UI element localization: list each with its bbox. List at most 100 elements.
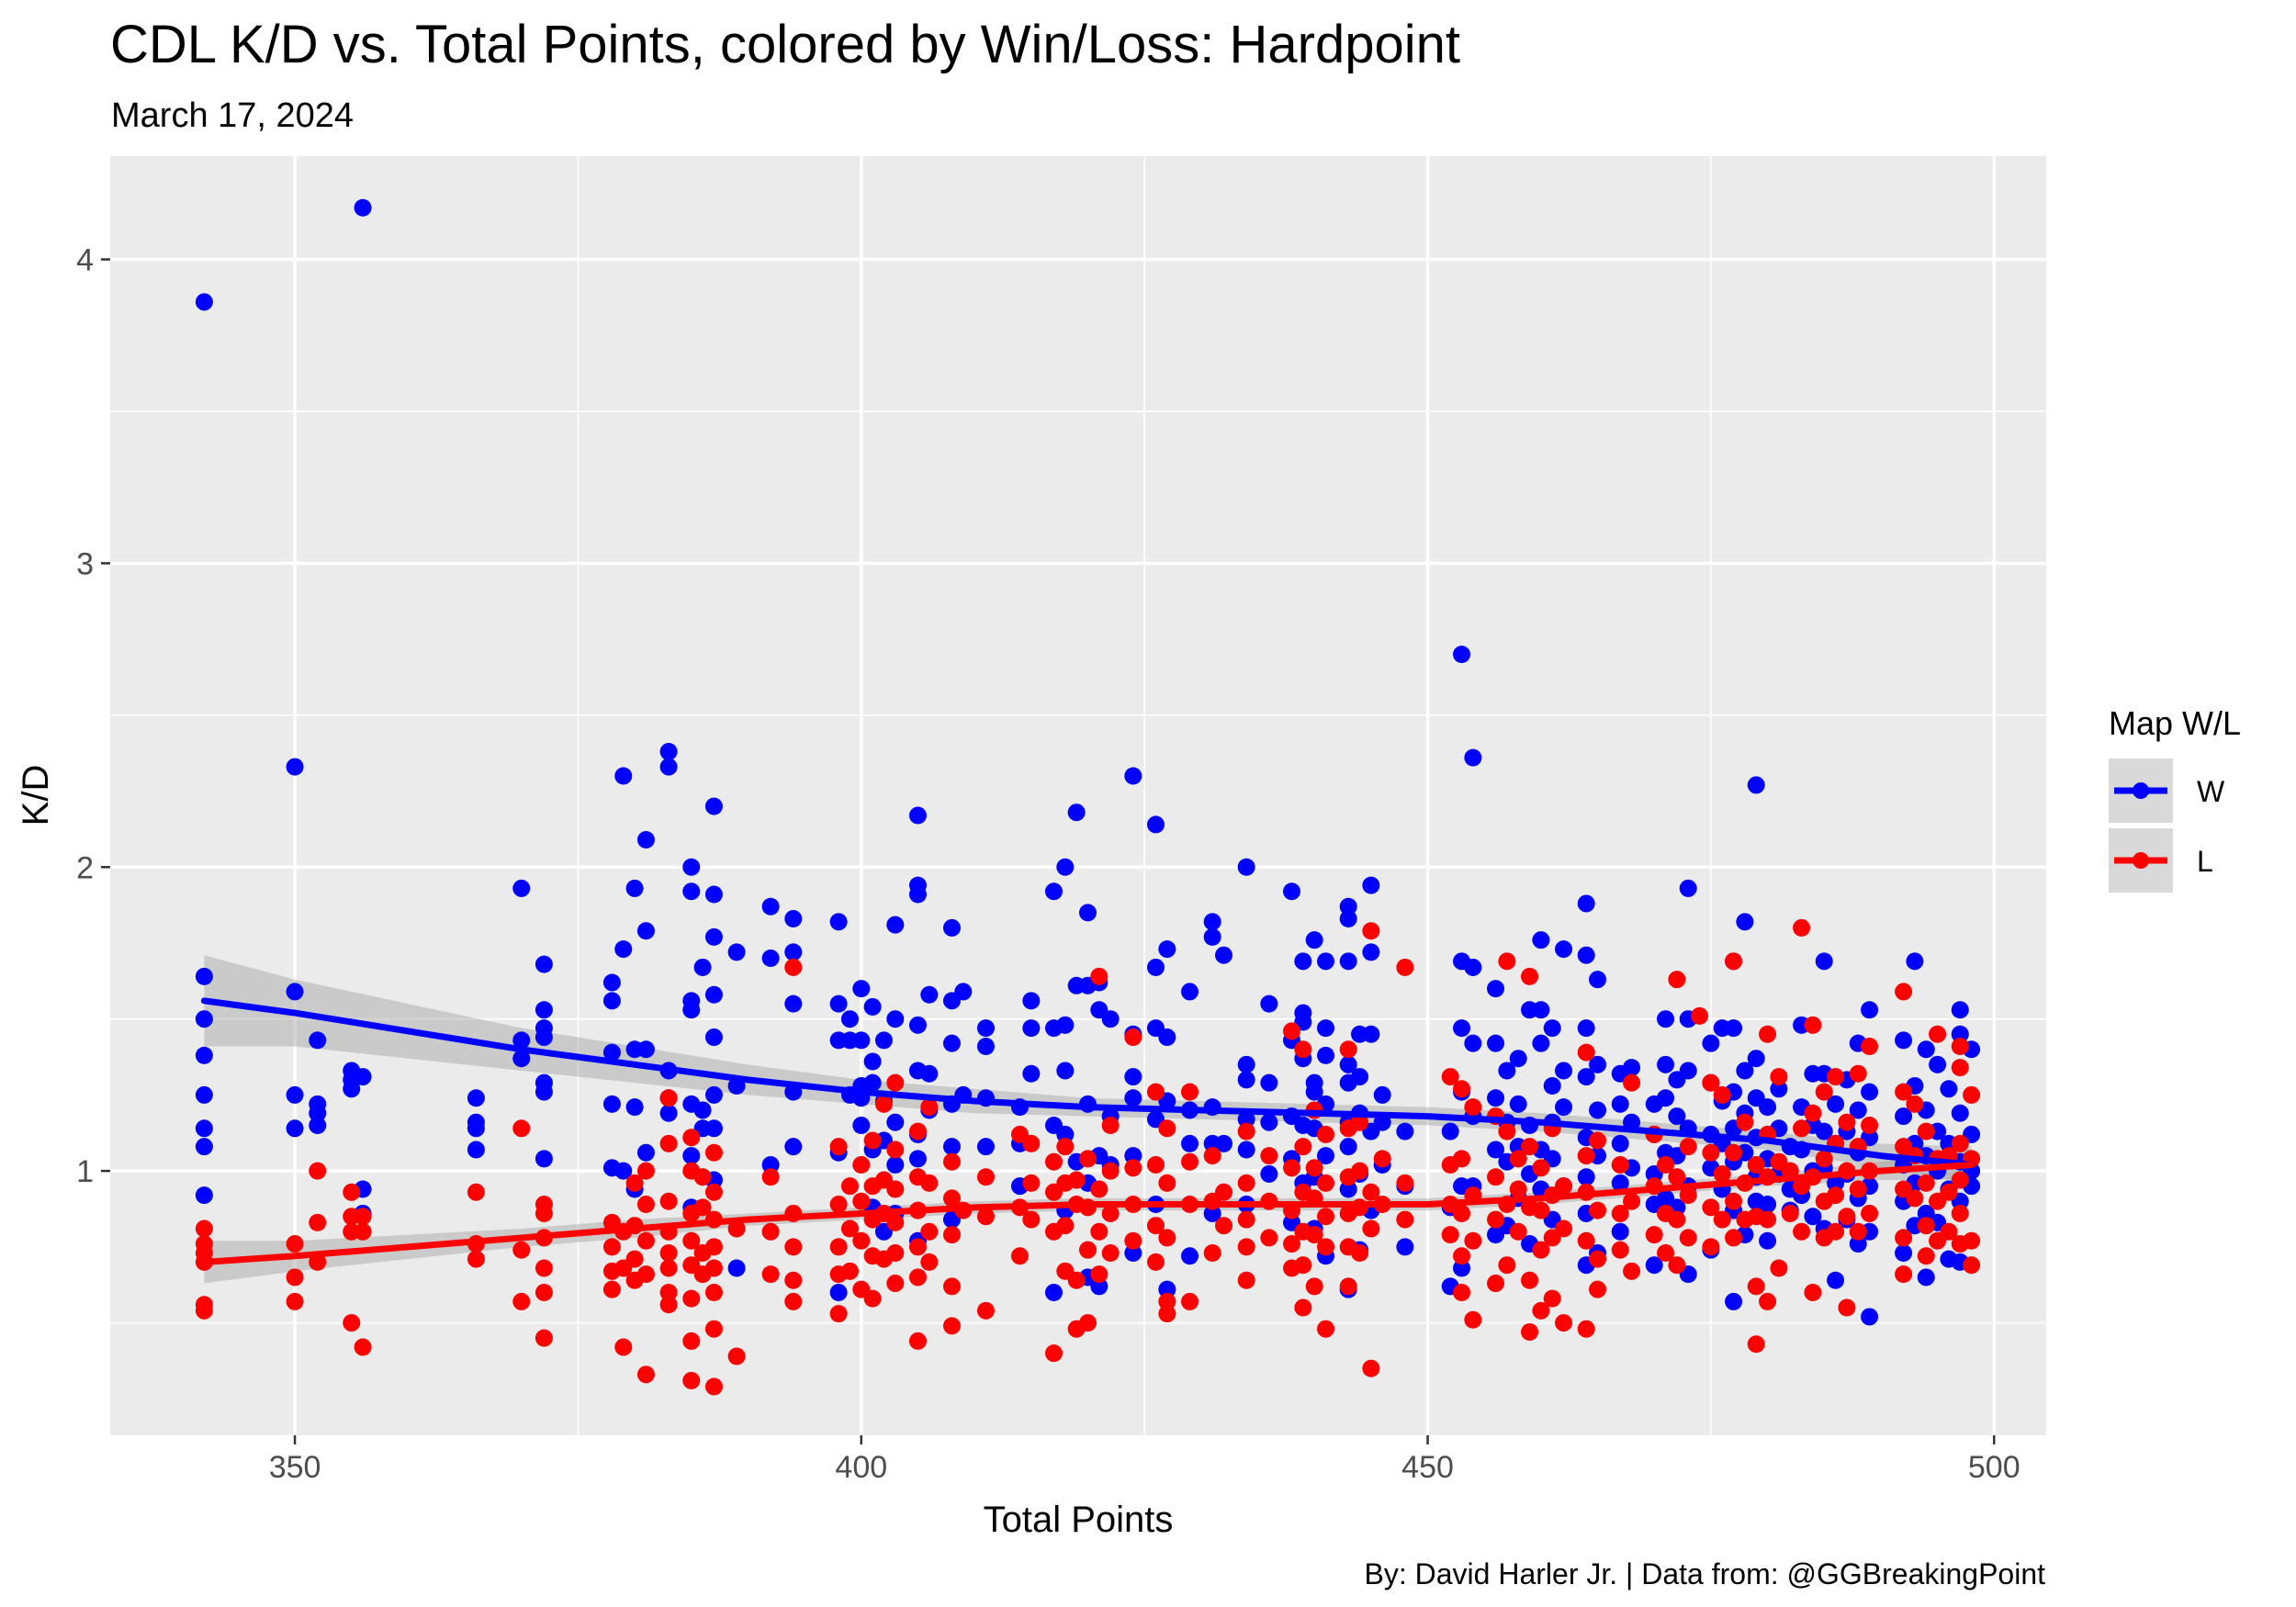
point-w: [954, 983, 973, 1001]
point-w: [1237, 1055, 1255, 1073]
point-l: [1362, 1219, 1380, 1238]
point-l: [1441, 1068, 1459, 1086]
point-w: [1022, 1019, 1041, 1038]
point-l: [1056, 1217, 1075, 1235]
point-l: [1203, 1147, 1221, 1165]
point-l: [1793, 918, 1811, 937]
point-l: [1668, 971, 1686, 989]
point-l: [1827, 1186, 1845, 1205]
point-l: [1736, 1113, 1754, 1131]
point-l: [1668, 1210, 1686, 1229]
point-w: [1895, 1031, 1913, 1050]
point-w: [1532, 1001, 1550, 1019]
point-w: [1260, 1113, 1278, 1131]
point-l: [1441, 1226, 1459, 1244]
point-w: [602, 992, 621, 1010]
point-l: [1294, 1298, 1312, 1317]
point-l: [1146, 1083, 1165, 1101]
point-l: [636, 1265, 655, 1284]
point-l: [659, 1134, 678, 1152]
point-w: [1940, 1080, 1958, 1098]
point-l: [1963, 1231, 1981, 1250]
point-w: [1702, 1034, 1720, 1052]
point-l: [1158, 1174, 1176, 1192]
point-l: [1861, 1117, 1879, 1135]
point-l: [1963, 1085, 1981, 1104]
point-w: [535, 1001, 553, 1019]
point-l: [1532, 1241, 1550, 1259]
point-w: [682, 1001, 701, 1019]
point-l: [1453, 1204, 1471, 1222]
point-l: [1305, 1277, 1323, 1296]
point-w: [1577, 894, 1595, 913]
point-w: [1747, 776, 1765, 794]
point-w: [908, 1150, 927, 1168]
point-w: [614, 940, 633, 959]
point-l: [704, 1259, 723, 1277]
point-l: [682, 1231, 701, 1250]
point-l: [1180, 1292, 1199, 1310]
y-tick-label: 4: [76, 242, 94, 277]
point-l: [1951, 1171, 1969, 1189]
point-l: [1317, 1208, 1335, 1226]
point-l: [727, 1219, 746, 1238]
point-l: [1940, 1183, 1958, 1201]
point-w: [1362, 943, 1380, 961]
point-w: [1577, 1168, 1595, 1186]
point-w: [1543, 1076, 1561, 1095]
point-w: [659, 758, 678, 776]
point-l: [976, 1208, 995, 1226]
point-w: [286, 758, 304, 776]
point-l: [1543, 1289, 1561, 1308]
point-w: [1815, 952, 1833, 971]
point-l: [535, 1204, 553, 1222]
point-w: [1759, 1196, 1777, 1214]
point-l: [195, 1301, 213, 1320]
point-l: [704, 1238, 723, 1256]
point-l: [354, 1222, 372, 1241]
point-w: [309, 1031, 327, 1050]
point-l: [1396, 1174, 1414, 1192]
point-w: [1555, 1098, 1573, 1117]
point-l: [1022, 1174, 1041, 1192]
point-l: [829, 1238, 848, 1256]
point-l: [602, 1280, 621, 1298]
point-l: [852, 1231, 871, 1250]
point-l: [1396, 958, 1414, 976]
point-w: [1158, 940, 1176, 959]
point-l: [625, 1250, 644, 1268]
point-l: [1861, 1204, 1879, 1222]
point-w: [1951, 1025, 1969, 1043]
point-l: [1747, 1277, 1765, 1296]
point-l: [1532, 1159, 1550, 1177]
point-l: [535, 1283, 553, 1301]
point-w: [1056, 858, 1075, 876]
point-l: [512, 1119, 531, 1138]
point-w: [784, 943, 803, 961]
point-w: [636, 1143, 655, 1162]
point-w: [1679, 879, 1697, 897]
point-w: [852, 1117, 871, 1135]
point-w: [195, 1046, 213, 1064]
point-w: [1124, 1243, 1142, 1262]
point-l: [659, 1296, 678, 1314]
point-l: [1146, 1217, 1165, 1235]
point-w: [1645, 1256, 1663, 1275]
point-l: [1090, 1265, 1109, 1284]
point-l: [1158, 1229, 1176, 1247]
point-w: [1487, 1089, 1505, 1107]
point-w: [1339, 897, 1357, 916]
point-l: [1453, 1283, 1471, 1301]
point-l: [1294, 1040, 1312, 1059]
point-l: [761, 1168, 780, 1186]
point-w: [1611, 1095, 1629, 1113]
point-w: [1317, 1019, 1335, 1038]
point-l: [920, 1222, 939, 1241]
point-w: [535, 1028, 553, 1047]
point-l: [1725, 1229, 1743, 1247]
point-w: [1611, 1222, 1629, 1241]
point-w: [1351, 1068, 1369, 1086]
point-w: [1158, 1028, 1176, 1047]
point-l: [1396, 1210, 1414, 1229]
chart-caption: By: David Harler Jr. | Data from: @GGBre…: [1365, 1557, 2046, 1590]
